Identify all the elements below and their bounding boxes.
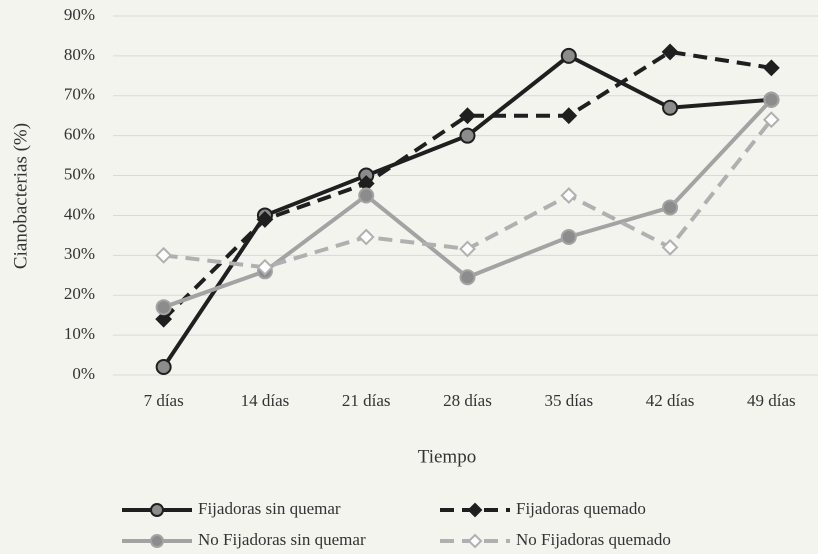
legend-label: Fijadoras sin quemar: [198, 499, 341, 518]
x-tick-label: 7 días: [144, 391, 184, 410]
legend-label: Fijadoras quemado: [516, 499, 646, 518]
marker: [763, 91, 780, 108]
y-tick-label: 70%: [64, 85, 95, 104]
marker: [560, 187, 578, 204]
marker: [762, 111, 780, 129]
marker: [662, 99, 679, 116]
legend-label: No Fijadoras quemado: [516, 530, 671, 549]
x-tick-label: 14 días: [241, 391, 290, 410]
y-tick-label: 40%: [64, 204, 95, 223]
y-tick-label: 20%: [64, 284, 95, 303]
y-tick-label: 80%: [64, 45, 95, 64]
marker: [560, 47, 577, 64]
marker: [661, 238, 679, 256]
marker: [459, 269, 476, 286]
marker: [357, 228, 375, 246]
marker: [467, 533, 483, 549]
legend-label: No Fijadoras sin quemar: [198, 530, 366, 549]
y-tick-label: 30%: [64, 244, 95, 263]
x-tick-label: 42 días: [646, 391, 695, 410]
marker: [560, 107, 578, 125]
x-tick-label: 28 días: [443, 391, 492, 410]
marker: [155, 359, 172, 376]
marker: [560, 228, 577, 245]
marker: [459, 127, 476, 144]
x-tick-label: 21 días: [342, 391, 391, 410]
x-axis-label: Tiempo: [418, 446, 476, 467]
y-tick-label: 60%: [64, 125, 95, 144]
marker: [467, 502, 483, 518]
y-tick-label: 0%: [72, 364, 95, 383]
y-tick-label: 10%: [64, 324, 95, 343]
marker: [155, 246, 173, 264]
marker: [661, 43, 679, 61]
x-tick-label: 49 días: [747, 391, 796, 410]
marker: [155, 310, 173, 328]
y-tick-label: 90%: [64, 5, 95, 24]
marker: [256, 258, 274, 276]
marker: [358, 187, 375, 204]
y-axis-label: Cianobacterias (%): [10, 123, 31, 269]
marker: [662, 199, 679, 216]
marker: [150, 503, 164, 517]
marker: [459, 107, 476, 125]
marker: [459, 240, 476, 258]
marker: [155, 299, 172, 316]
marker: [762, 59, 780, 77]
y-tick-label: 50%: [64, 164, 95, 183]
marker: [150, 534, 164, 548]
marker: [256, 211, 274, 228]
x-tick-label: 35 días: [544, 391, 593, 410]
